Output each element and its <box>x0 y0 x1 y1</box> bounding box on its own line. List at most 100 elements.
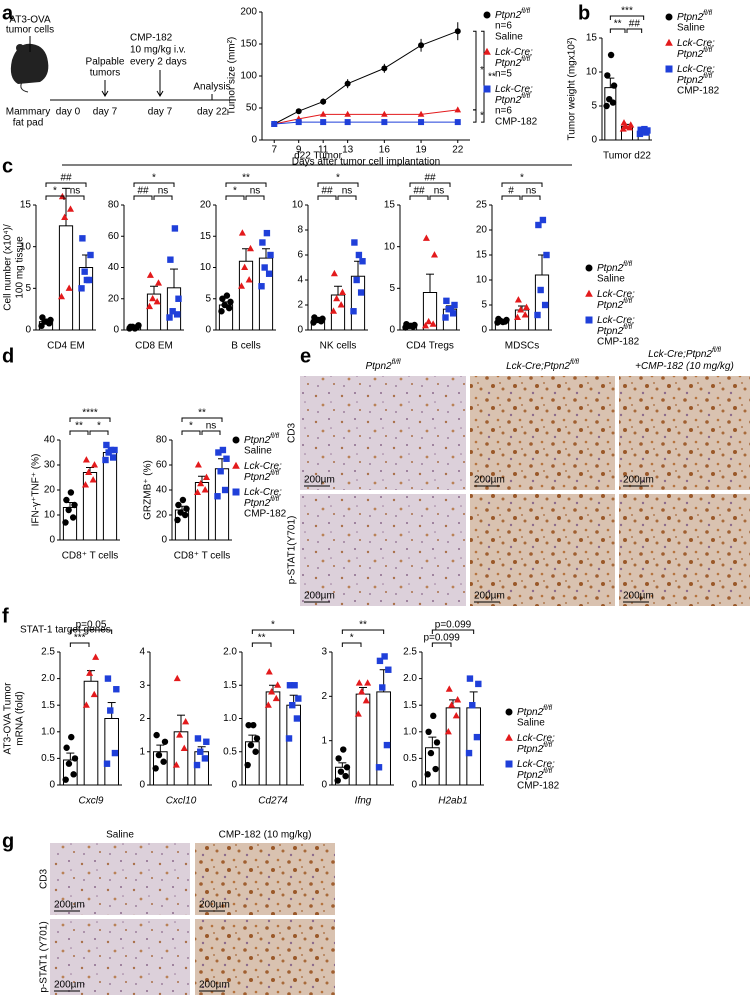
y-tick-label: 10 <box>200 262 212 273</box>
legend-label: Ptpn2fl/fl <box>244 496 280 509</box>
y-tick-label: 2.5 <box>403 647 417 658</box>
marker <box>417 110 425 117</box>
legend-marker <box>232 488 240 496</box>
data-point <box>259 239 266 246</box>
data-point <box>82 456 90 463</box>
y-tick-label: 0 <box>139 780 145 791</box>
data-point <box>63 496 70 504</box>
legend-treatment: CMP-182 <box>597 337 640 348</box>
y-tick-label: 2 <box>139 713 145 724</box>
legend-label-part: fl/fl <box>521 56 530 63</box>
marker <box>295 108 302 115</box>
data-point <box>274 681 282 688</box>
schematic-text: every 2 days <box>130 57 187 68</box>
legend-label: Ptpn2fl/fl <box>244 433 280 446</box>
significance-bracket <box>341 642 362 647</box>
x-tick-label: 19 <box>415 145 427 156</box>
data-point <box>171 225 179 232</box>
data-point <box>342 772 349 780</box>
legend-label: Ptpn2fl/fl <box>677 10 713 23</box>
panel-letter: b <box>578 2 590 24</box>
x-tick-label: 9 <box>296 145 302 156</box>
data-point <box>265 270 273 277</box>
legend-label: Lck-Cre; <box>495 47 533 58</box>
y-tick-label: 100 <box>240 71 257 82</box>
data-point <box>227 298 234 306</box>
y-tick-label: 1 <box>139 746 145 757</box>
x-axis-label: H2ab1 <box>438 796 467 807</box>
data-point <box>82 701 90 708</box>
data-point <box>355 251 363 259</box>
y-tick-label: 0 <box>49 535 55 546</box>
significance-label: ns <box>250 186 261 197</box>
column-header-part: fl/fl <box>712 347 721 354</box>
legend-label: Ptpn2fl/fl <box>495 93 531 106</box>
significance-label: * <box>152 173 156 184</box>
data-point <box>113 686 120 693</box>
y-tick-label: 20 <box>108 293 120 304</box>
data-point <box>637 126 644 133</box>
data-point <box>245 721 252 729</box>
data-point <box>201 755 209 762</box>
data-point <box>71 501 78 509</box>
significance-label: ## <box>60 173 72 184</box>
significance-bracket <box>153 195 173 200</box>
marker <box>454 106 462 113</box>
legend-marker <box>665 38 673 46</box>
data-point <box>68 733 75 741</box>
marker <box>418 119 425 126</box>
y-tick-label: 0 <box>411 780 417 791</box>
bar <box>102 452 118 541</box>
bar <box>604 87 617 141</box>
y-tick-label: 0 <box>481 325 487 336</box>
legend-label: Ptpn2fl/fl <box>495 8 531 21</box>
data-point <box>425 728 432 735</box>
marker <box>295 119 302 126</box>
legend-label-part: Ptpn2 <box>495 10 522 21</box>
data-point <box>167 256 174 263</box>
data-point <box>449 310 457 317</box>
data-point <box>473 733 481 741</box>
data-point <box>175 501 182 509</box>
y-tick-label: 0 <box>25 325 31 336</box>
data-point <box>330 269 338 277</box>
panel-letter: d <box>2 345 14 367</box>
data-point <box>422 234 430 241</box>
data-point <box>85 468 93 476</box>
y-tick-label: 0 <box>49 780 55 791</box>
data-point <box>153 731 160 739</box>
data-point <box>315 316 323 324</box>
data-point <box>329 307 338 314</box>
significance-bracket <box>251 629 295 634</box>
data-point <box>221 486 229 494</box>
significance-bracket <box>626 28 643 33</box>
panel-letter: e <box>300 345 311 367</box>
data-point <box>427 749 435 757</box>
legend-marker <box>505 708 513 716</box>
data-point <box>65 760 73 767</box>
schematic-text: Analysis <box>193 82 230 93</box>
column-header: CMP-182 (10 mg/kg) <box>219 830 312 841</box>
y-tick-label: 15 <box>200 231 212 242</box>
x-axis-label: CD8 EM <box>135 341 173 352</box>
series-line <box>274 30 458 125</box>
x-tick-label: 22 <box>452 145 464 156</box>
data-point <box>39 314 46 321</box>
significance-bracket <box>69 417 111 422</box>
data-point <box>246 244 255 252</box>
legend-label: Lck-Cre; <box>677 64 715 75</box>
legend-label-part: fl/fl <box>623 324 632 331</box>
data-point <box>57 292 66 300</box>
legend-label-part: Lck-Cre; <box>677 38 715 49</box>
legend-label-part: Lck-Cre; <box>244 461 282 472</box>
section-header: STAT-1 target genes <box>20 625 111 636</box>
significance-label: ** <box>488 71 496 82</box>
data-point <box>63 744 70 751</box>
significance-label: * <box>336 173 340 184</box>
legend-label-part: Ptpn2 <box>597 300 624 311</box>
legend-label-part: Ptpn2 <box>597 326 624 337</box>
significance-bracket <box>133 182 175 187</box>
x-axis-label: Cxcl9 <box>78 796 103 807</box>
data-point <box>103 441 110 449</box>
data-point <box>286 682 294 689</box>
